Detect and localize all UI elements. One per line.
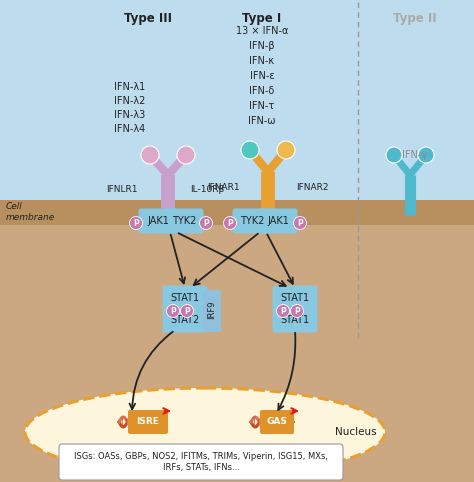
- Text: IFN-γ: IFN-γ: [402, 150, 428, 160]
- Text: Nucleus: Nucleus: [335, 427, 377, 437]
- Circle shape: [418, 147, 434, 163]
- Text: IRF9: IRF9: [208, 301, 217, 319]
- Text: IL-10Rβ: IL-10Rβ: [190, 186, 224, 195]
- FancyBboxPatch shape: [163, 285, 208, 310]
- Text: IFN-ω: IFN-ω: [248, 116, 276, 126]
- Text: JAK1: JAK1: [147, 216, 169, 226]
- Bar: [0, 200, 474, 225]
- Text: P: P: [297, 218, 303, 228]
- Text: IFN-β: IFN-β: [249, 41, 275, 51]
- Text: STAT2: STAT2: [170, 315, 200, 325]
- Text: P: P: [203, 218, 209, 228]
- Text: IFN-λ4: IFN-λ4: [114, 124, 146, 134]
- Text: P: P: [227, 218, 233, 228]
- FancyBboxPatch shape: [163, 308, 208, 333]
- Circle shape: [181, 305, 193, 318]
- FancyBboxPatch shape: [260, 410, 294, 434]
- Text: IFN-τ: IFN-τ: [249, 101, 274, 111]
- Circle shape: [166, 305, 180, 318]
- Text: P: P: [294, 307, 300, 316]
- Circle shape: [241, 141, 259, 159]
- Text: Type II: Type II: [393, 12, 437, 25]
- Text: TYK2: TYK2: [240, 216, 264, 226]
- Text: STAT1: STAT1: [281, 293, 310, 303]
- Circle shape: [177, 146, 195, 164]
- Circle shape: [277, 141, 295, 159]
- Text: STAT1: STAT1: [281, 315, 310, 325]
- FancyBboxPatch shape: [273, 308, 318, 333]
- Text: IFN-λ3: IFN-λ3: [114, 110, 146, 120]
- Text: P: P: [170, 307, 176, 316]
- Text: Type III: Type III: [124, 12, 172, 25]
- FancyBboxPatch shape: [138, 209, 177, 233]
- Text: STAT1: STAT1: [171, 293, 200, 303]
- Circle shape: [129, 216, 143, 229]
- Text: ISRE: ISRE: [137, 417, 159, 427]
- FancyBboxPatch shape: [258, 209, 298, 233]
- FancyBboxPatch shape: [273, 285, 318, 310]
- FancyBboxPatch shape: [59, 444, 343, 480]
- Text: IFN-λ1: IFN-λ1: [114, 82, 146, 92]
- FancyBboxPatch shape: [233, 209, 272, 233]
- Circle shape: [291, 305, 303, 318]
- Text: P: P: [133, 218, 139, 228]
- FancyBboxPatch shape: [128, 410, 168, 434]
- Circle shape: [386, 147, 402, 163]
- Text: IFNLR1: IFNLR1: [107, 186, 138, 195]
- Text: P: P: [280, 307, 286, 316]
- Text: IFNAR2: IFNAR2: [296, 184, 328, 192]
- Text: IFN-ε: IFN-ε: [250, 71, 274, 81]
- Circle shape: [224, 216, 237, 229]
- Text: IFN-λ2: IFN-λ2: [114, 96, 146, 106]
- Circle shape: [141, 146, 159, 164]
- Text: IFN-κ: IFN-κ: [249, 56, 274, 66]
- Circle shape: [293, 216, 307, 229]
- Text: JAK1: JAK1: [267, 216, 289, 226]
- Text: 13 × IFN-α: 13 × IFN-α: [236, 26, 288, 36]
- Text: P: P: [184, 307, 190, 316]
- Text: IFNAR1: IFNAR1: [207, 184, 240, 192]
- Text: IFN-δ: IFN-δ: [249, 86, 274, 96]
- Ellipse shape: [25, 388, 385, 476]
- FancyBboxPatch shape: [203, 290, 221, 332]
- Text: TYK2: TYK2: [172, 216, 196, 226]
- FancyBboxPatch shape: [164, 209, 203, 233]
- Text: Cell
membrane: Cell membrane: [6, 202, 55, 222]
- Circle shape: [276, 305, 290, 318]
- Circle shape: [200, 216, 212, 229]
- Bar: [0, 0, 474, 210]
- Text: ISGs: OASs, GBPs, NOS2, IFITMs, TRIMs, Viperin, ISG15, MXs,
IRFs, STATs, IFNs...: ISGs: OASs, GBPs, NOS2, IFITMs, TRIMs, V…: [74, 452, 328, 472]
- Bar: [0, 210, 474, 482]
- Text: GAS: GAS: [266, 417, 287, 427]
- Text: Type I: Type I: [242, 12, 282, 25]
